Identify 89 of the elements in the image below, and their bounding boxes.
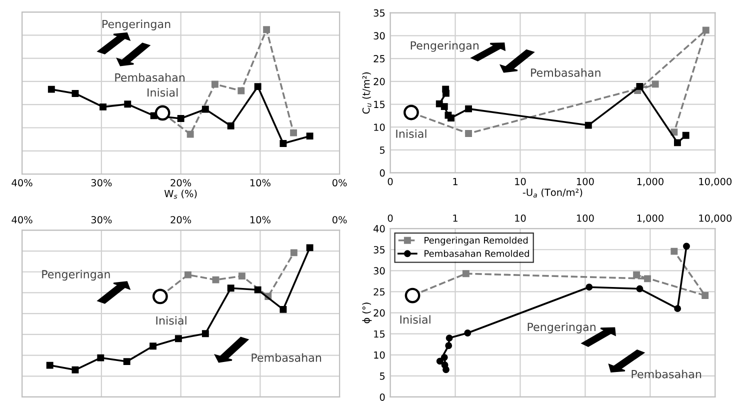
x-tick-label: 40%	[12, 179, 32, 186]
point	[212, 276, 220, 284]
legend-label: Pembasahan Remolded	[424, 250, 529, 257]
point	[72, 366, 79, 374]
y-tick-label: 5	[380, 146, 385, 154]
point	[174, 335, 182, 342]
point	[46, 362, 54, 369]
point	[124, 100, 132, 108]
x-tick-label: 10,000	[699, 214, 732, 223]
x-tick-label: 0%	[332, 216, 347, 224]
point	[123, 358, 130, 366]
annotation: Pembasahan	[115, 73, 184, 82]
point	[306, 244, 314, 252]
annotation: Inisial	[148, 88, 178, 97]
x-tick-label: 10	[515, 178, 526, 186]
x-tick-label: 0%	[332, 179, 347, 186]
point	[254, 286, 262, 294]
y-tick-label: 20	[374, 309, 385, 317]
point	[202, 106, 209, 113]
point	[186, 130, 194, 138]
x-axis-title: -U$_{a}$ (Ton/m²)	[522, 188, 582, 198]
x-tick-label: 30%	[91, 216, 112, 224]
x-tick-label: 10	[515, 214, 526, 222]
x-tick-label: 30%	[91, 179, 112, 186]
point	[202, 330, 209, 338]
x-axis-title: W$_{s}$ (%)	[164, 190, 197, 199]
annotation: Pengeringan	[102, 20, 170, 30]
point	[177, 115, 184, 122]
annotation: Pembasahan	[531, 68, 600, 77]
x-tick-label: 0	[388, 214, 393, 222]
point	[263, 26, 270, 34]
point	[48, 86, 55, 93]
x-tick-label: 1	[453, 178, 458, 186]
annotation: Inisial	[156, 316, 186, 325]
point	[72, 90, 79, 97]
y-tick-label: 0	[380, 393, 385, 401]
x-tick-label: 100	[576, 178, 594, 186]
x-tick-label: 1	[453, 214, 458, 222]
x-tick-label: 10%	[250, 216, 270, 224]
x-tick-label: 20%	[170, 216, 192, 224]
x-tick-label: 1,000	[637, 178, 664, 186]
point	[150, 342, 156, 350]
point	[306, 132, 314, 140]
point	[154, 105, 170, 121]
y-axis-title: C$_{u}$ (t/m²)	[362, 72, 372, 114]
y-tick-label: 30	[374, 267, 385, 275]
point	[211, 80, 218, 88]
x-tick-label: 10%	[250, 179, 270, 186]
point	[254, 83, 262, 90]
point	[280, 306, 287, 313]
legend-label: Pengeringan Remolded	[424, 236, 528, 246]
y-tick-label: 0	[380, 169, 385, 177]
y-tick-label: 5	[380, 372, 385, 380]
annotation: Pembasahan	[252, 353, 322, 362]
y-tick-label: 15	[374, 100, 385, 108]
y-tick-label: 25	[374, 288, 385, 296]
point	[227, 284, 234, 292]
point	[290, 129, 297, 136]
x-tick-label: 20%	[170, 179, 192, 186]
annotation: Pengeringan	[528, 322, 596, 334]
y-tick-label: 40	[374, 225, 385, 232]
x-tick-label: 100	[576, 214, 594, 222]
y-tick-label: 35	[374, 9, 385, 17]
x-tick-label: 10,000	[699, 178, 732, 186]
point	[238, 272, 246, 280]
y-tick-label: 35	[374, 246, 385, 254]
y-tick-label: 20	[374, 78, 385, 86]
annotation: Inisial	[400, 315, 430, 324]
y-tick-label: 30	[374, 32, 385, 40]
point	[100, 103, 106, 110]
y-tick-label: 25	[374, 55, 385, 62]
point	[238, 87, 245, 94]
point	[280, 140, 287, 147]
x-tick-label: 1,000	[637, 214, 664, 223]
point	[97, 354, 104, 362]
annotation: Pengeringan	[42, 270, 110, 281]
y-tick-label: 10	[374, 351, 385, 359]
point	[227, 122, 234, 130]
point	[290, 249, 298, 256]
annotation: Pembasahan	[632, 370, 702, 378]
annotation: Inisial	[396, 129, 426, 138]
y-axis-title: ϕ (°)	[362, 302, 372, 324]
y-tick-label: 10	[374, 124, 385, 131]
x-tick-label: 40%	[12, 216, 32, 224]
point	[184, 271, 192, 278]
y-tick-label: 15	[374, 330, 385, 338]
x-tick-label: 0	[388, 178, 393, 186]
annotation: Pengeringan	[410, 41, 478, 52]
point	[152, 288, 168, 304]
